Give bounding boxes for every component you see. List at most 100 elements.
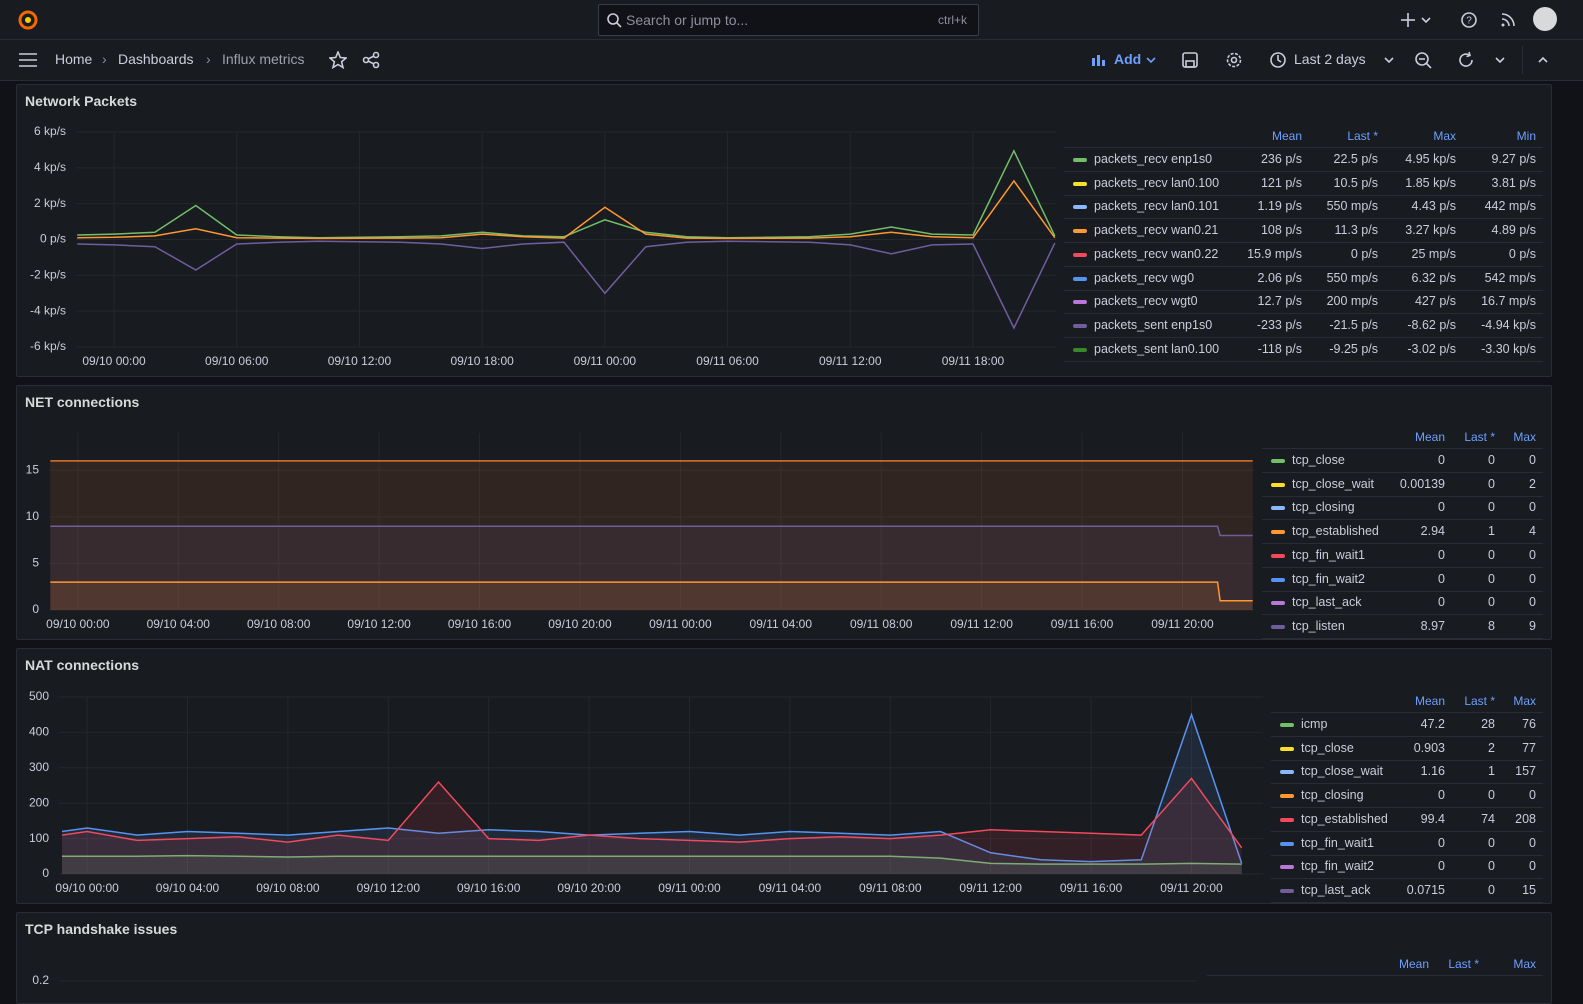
x-tick-label: 09/11 00:00 [649,617,712,631]
legend-name[interactable]: packets_sent lan0.100 [1094,341,1220,356]
time-range-picker[interactable]: Last 2 days [1294,51,1366,67]
refresh-caret[interactable] [1494,54,1506,66]
legend-name[interactable]: packets_recv lan0.101 [1094,199,1220,214]
legend-value: 0 p/s [1350,246,1378,261]
legend-name[interactable]: tcp_close [1301,740,1354,755]
legend-name[interactable]: tcp_listen [1292,618,1345,633]
legend-name[interactable]: packets_recv wg0 [1094,270,1195,285]
grafana-logo[interactable] [16,8,40,32]
series-line [77,179,1056,240]
legend-name[interactable]: packets_recv wan0.21 [1094,223,1219,238]
legend-rule [1262,637,1543,639]
panel-title: Network Packets [25,93,138,109]
x-tick-label: 09/10 06:00 [205,354,269,368]
legend-column-header[interactable]: Mean [1414,694,1445,708]
legend-column-header[interactable]: Max [1513,694,1536,708]
panel: 0.2 TCP handshake issues Mean Last * Max [16,912,1552,1004]
series-line [50,525,1253,537]
legend-column-header[interactable]: Max [1513,430,1536,444]
legend-column-header[interactable]: Last * [1464,430,1495,444]
help-button[interactable]: ? [1459,10,1479,30]
legend-column-header[interactable]: Min [1516,129,1536,143]
legend-name[interactable]: tcp_fin_wait2 [1292,571,1365,586]
legend-column-header[interactable]: Mean [1271,129,1302,143]
series-line [77,240,1056,330]
legend-name[interactable]: tcp_close [1292,453,1345,467]
share-button[interactable] [362,51,380,69]
legend-value: -9.25 p/s [1329,341,1378,356]
legend-column-header[interactable]: Mean [1398,957,1429,971]
x-tick-label: 09/10 20:00 [548,617,612,631]
legend-rule [1262,590,1543,592]
legend-name[interactable]: tcp_close_wait [1292,476,1374,491]
x-tick-label: 09/11 20:00 [1151,617,1214,631]
menu-button[interactable] [18,50,38,70]
legend-column-header[interactable]: Mean [1414,430,1445,444]
legend-swatch [1280,794,1294,799]
legend-value: 0 [1488,788,1495,803]
legend-value: 236 p/s [1260,152,1302,166]
legend-name[interactable]: packets_recv enp1s0 [1094,152,1213,166]
y-tick-label: 0 p/s [40,232,66,246]
collapse-button[interactable] [1537,54,1549,66]
x-tick-label: 09/10 12:00 [347,617,411,631]
legend-value: 157 [1515,764,1536,779]
legend-name[interactable]: tcp_closing [1292,500,1355,515]
legend-column-header[interactable]: Last * [1464,694,1495,708]
legend-name[interactable]: tcp_established [1301,811,1388,826]
search-icon [607,13,622,28]
legend-column-header[interactable]: Max [1513,957,1536,971]
legend-value: 0 [1438,571,1445,586]
legend-name[interactable]: packets_recv wgt0 [1094,294,1198,309]
legend-name[interactable]: tcp_fin_wait1 [1292,547,1365,562]
y-tick-label: -4 kp/s [30,303,66,317]
legend-value: 0 [1529,788,1536,803]
legend-value: 15.9 mp/s [1247,246,1302,261]
svg-text:?: ? [1466,16,1472,27]
series-line [61,712,1243,864]
legend-name[interactable]: tcp_fin_wait1 [1301,835,1374,850]
series-area [50,526,1253,610]
legend-name[interactable]: tcp_close_wait [1301,764,1383,779]
zoom-out-button[interactable] [1414,51,1432,69]
legend-name[interactable]: tcp_closing [1301,788,1364,803]
legend-name[interactable]: tcp_last_ack [1301,882,1371,897]
user-avatar[interactable] [1533,7,1557,31]
legend-name[interactable]: packets_recv wan0.22 [1094,246,1219,261]
y-tick-label: -6 kp/s [30,339,66,353]
legend-column-header[interactable]: Last * [1347,129,1378,143]
legend-value: 76 [1522,717,1536,731]
legend-name[interactable]: tcp_established [1292,524,1379,539]
legend-name[interactable]: tcp_last_ack [1292,595,1362,610]
settings-button[interactable] [1225,51,1243,69]
new-button[interactable] [1398,10,1434,30]
legend-value: 0 [1488,835,1495,850]
legend-name[interactable]: packets_sent enp1s0 [1094,317,1213,332]
breadcrumb[interactable]: Home [55,51,93,67]
legend-name[interactable]: icmp [1301,717,1328,731]
panel: 0 100 200 300 400 500 09/10 00:00 09/10 04:00 09… [16,648,1552,904]
series-line [50,581,1253,602]
legend-swatch [1073,276,1087,281]
breadcrumb[interactable]: Dashboards [118,51,194,67]
legend-column-header[interactable]: Last * [1448,957,1479,971]
add-button[interactable]: Add [1114,51,1142,67]
x-tick-label: 09/10 16:00 [448,617,512,631]
x-tick-label: 09/10 08:00 [256,881,320,895]
news-button[interactable] [1498,10,1518,30]
legend-rule [1064,360,1543,362]
legend-column-header[interactable]: Max [1433,129,1456,143]
legend-value: -233 p/s [1256,317,1302,332]
star-button[interactable] [329,51,347,69]
legend-rule [1262,519,1543,521]
search-box[interactable]: Search or jump to... ctrl+k [598,4,979,36]
y-tick-label: 15 [26,462,40,476]
legend-rule [1271,712,1543,713]
legend-name[interactable]: tcp_fin_wait2 [1301,859,1374,874]
save-button[interactable] [1181,51,1199,69]
legend-name[interactable]: packets_recv lan0.100 [1094,175,1220,190]
legend-value: 2 [1529,476,1536,491]
legend-value: 2 [1488,740,1495,755]
search-placeholder: Search or jump to... [626,12,749,28]
refresh-button[interactable] [1457,51,1475,69]
